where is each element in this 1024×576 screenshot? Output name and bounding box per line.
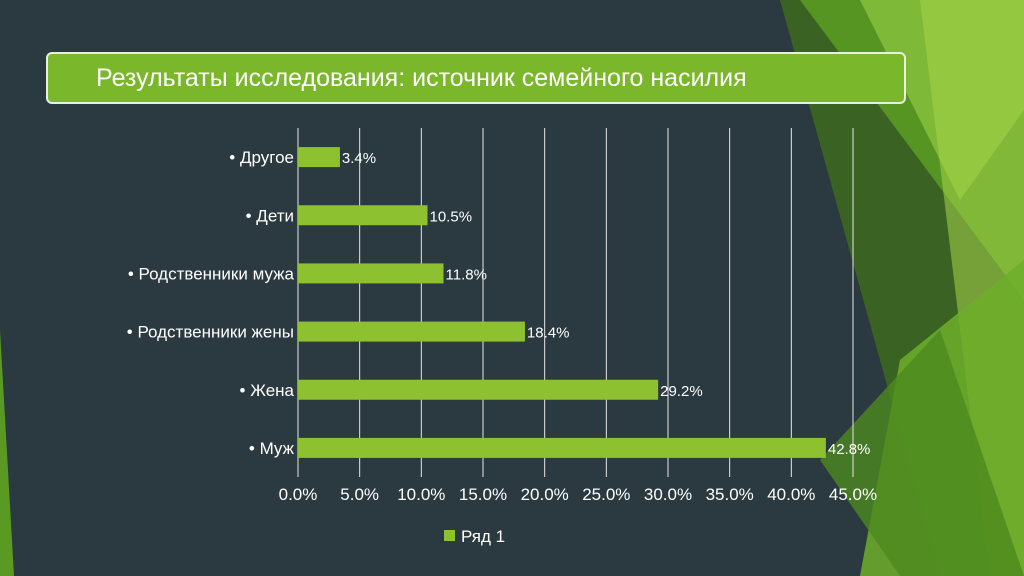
category-label: • Жена bbox=[240, 381, 295, 400]
x-tick-label: 35.0% bbox=[706, 485, 754, 504]
data-label: 11.8% bbox=[446, 266, 487, 283]
x-tick-label: 40.0% bbox=[767, 485, 815, 504]
bar bbox=[298, 379, 659, 400]
bars bbox=[298, 147, 826, 458]
legend-label: Ряд 1 bbox=[461, 527, 505, 546]
category-label: • Родственники жены bbox=[127, 323, 294, 342]
bar bbox=[298, 147, 340, 168]
x-tick-label: 30.0% bbox=[644, 485, 692, 504]
x-tick-label: 0.0% bbox=[279, 485, 318, 504]
bar bbox=[298, 205, 428, 226]
x-tick-labels: 0.0% 5.0% 10.0% 15.0% 20.0% 25.0% 30.0% 35.0% 40… bbox=[279, 485, 877, 504]
data-label: 3.4% bbox=[342, 150, 376, 167]
slide-title-box: Результаты исследования: источник семейн… bbox=[46, 52, 906, 104]
bar bbox=[298, 321, 525, 342]
x-tick-label: 5.0% bbox=[340, 485, 379, 504]
category-label: • Другое bbox=[229, 148, 294, 167]
legend: Ряд 1 bbox=[444, 527, 505, 546]
category-labels: • Муж • Жена • Родственники жены • Родствен… bbox=[127, 148, 295, 458]
bar bbox=[298, 437, 826, 458]
x-tick-label: 45.0% bbox=[829, 485, 877, 504]
data-label: 42.8% bbox=[828, 441, 871, 458]
data-label: 10.5% bbox=[430, 208, 473, 225]
x-tick-label: 20.0% bbox=[521, 485, 569, 504]
x-tick-label: 10.0% bbox=[397, 485, 445, 504]
bar bbox=[298, 263, 444, 284]
x-tick-label: 15.0% bbox=[459, 485, 507, 504]
data-labels: 42.8% 29.2% 18.4% 11.8% 10.5% 3.4% bbox=[342, 150, 870, 458]
slide-title: Результаты исследования: источник семейн… bbox=[96, 64, 747, 92]
category-label: • Дети bbox=[246, 206, 294, 225]
category-label: • Муж bbox=[249, 439, 295, 458]
data-label: 29.2% bbox=[660, 383, 703, 400]
x-tick-label: 25.0% bbox=[582, 485, 630, 504]
data-label: 18.4% bbox=[527, 325, 570, 342]
gridlines bbox=[297, 128, 854, 477]
legend-swatch bbox=[444, 530, 455, 541]
category-label: • Родственники мужа bbox=[128, 264, 295, 283]
